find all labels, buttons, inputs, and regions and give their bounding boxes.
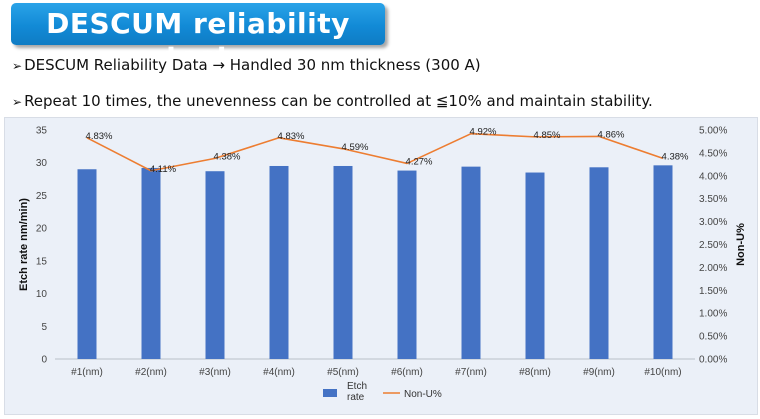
bullet-reliability-data: ➢ DESCUM Reliability Data → Handled 30 nm… — [12, 56, 481, 74]
data-label-non-u: 4.86% — [598, 129, 625, 140]
y-tick-label: 5 — [41, 322, 47, 333]
page-title: DESCUM reliability test — [46, 7, 350, 73]
bullet-repeat-stability: ➢ Repeat 10 times, the unevenness can be … — [12, 92, 653, 110]
combo-chart: 0 5 10 15 20 25 30 35 0.00% 0.50% 1.00% 1.50% 2.00% 2… — [18, 126, 747, 404]
y-tick-label: 15 — [36, 256, 48, 267]
x-tick-label: #3(nm) — [199, 367, 231, 378]
y-tick-label: 35 — [36, 126, 48, 137]
legend-line-label: Non-U% — [404, 389, 442, 400]
y-axis-title: Etch rate nm/min) — [18, 198, 30, 291]
bar-etch-rate — [269, 165, 289, 359]
bar-etch-rate — [205, 171, 225, 359]
bar-etch-rate — [141, 167, 161, 359]
bar-etch-rate — [653, 165, 673, 359]
data-label-non-u: 4.11% — [150, 164, 177, 175]
data-label-non-u: 4.83% — [278, 131, 305, 142]
y2-tick-label: 2.00% — [699, 263, 727, 274]
data-label-non-u: 4.85% — [534, 130, 561, 141]
y-tick-label: 20 — [36, 224, 48, 235]
y2-tick-label: 5.00% — [699, 126, 727, 137]
x-tick-label: #1(nm) — [71, 367, 103, 378]
bar-etch-rate — [397, 170, 417, 359]
y2-tick-label: 4.00% — [699, 171, 727, 182]
legend-bar-swatch — [323, 389, 337, 397]
y2-tick-label: 0.50% — [699, 332, 727, 343]
x-tick-label: #4(nm) — [263, 367, 295, 378]
bar-etch-rate — [589, 167, 609, 359]
bar-etch-rate — [461, 166, 481, 359]
y2-tick-label: 3.50% — [699, 194, 727, 205]
legend-bar-label: Etch rate — [347, 381, 367, 403]
data-label-non-u: 4.38% — [662, 151, 689, 162]
title-banner: DESCUM reliability test — [11, 3, 385, 73]
bar-etch-rate — [525, 172, 545, 359]
y2-tick-label: 2.50% — [699, 240, 727, 251]
y-tick-label: 30 — [36, 158, 48, 169]
x-tick-label: #7(nm) — [455, 367, 487, 378]
y2-tick-label: 1.50% — [699, 286, 727, 297]
x-tick-label: #9(nm) — [583, 367, 615, 378]
line-non-u — [86, 132, 664, 172]
x-tick-label: #5(nm) — [327, 367, 359, 378]
y-tick-label: 0 — [41, 355, 47, 366]
y-tick-label: 25 — [36, 191, 48, 202]
x-tick-label: #10(nm) — [644, 367, 681, 378]
y2-axis-title: Non-U% — [735, 223, 747, 266]
chart-frame: 0 5 10 15 20 25 30 35 0.00% 0.50% 1.00% 1.50% 2.00% 2… — [4, 117, 758, 415]
y2-tick-label: 1.00% — [699, 309, 727, 320]
data-label-non-u: 4.38% — [214, 151, 241, 162]
data-label-non-u: 4.59% — [342, 142, 369, 153]
bar-etch-rate — [333, 165, 353, 359]
data-label-non-u: 4.83% — [86, 131, 113, 142]
bullet-text: Repeat 10 times, the unevenness can be c… — [24, 92, 653, 110]
y2-tick-label: 0.00% — [699, 355, 727, 366]
data-label-non-u: 4.27% — [406, 156, 433, 167]
y2-tick-label: 4.50% — [699, 148, 727, 159]
y2-tick-label: 3.00% — [699, 217, 727, 228]
x-tick-label: #2(nm) — [135, 367, 167, 378]
bar-etch-rate — [77, 169, 97, 359]
x-tick-label: #8(nm) — [519, 367, 551, 378]
data-label-non-u: 4.92% — [470, 127, 497, 138]
x-tick-label: #6(nm) — [391, 367, 423, 378]
bullet-text: DESCUM Reliability Data → Handled 30 nm … — [24, 56, 481, 74]
arrow-bullet-icon: ➢ — [12, 59, 23, 73]
arrow-bullet-icon: ➢ — [12, 95, 23, 109]
y-tick-label: 10 — [36, 289, 48, 300]
